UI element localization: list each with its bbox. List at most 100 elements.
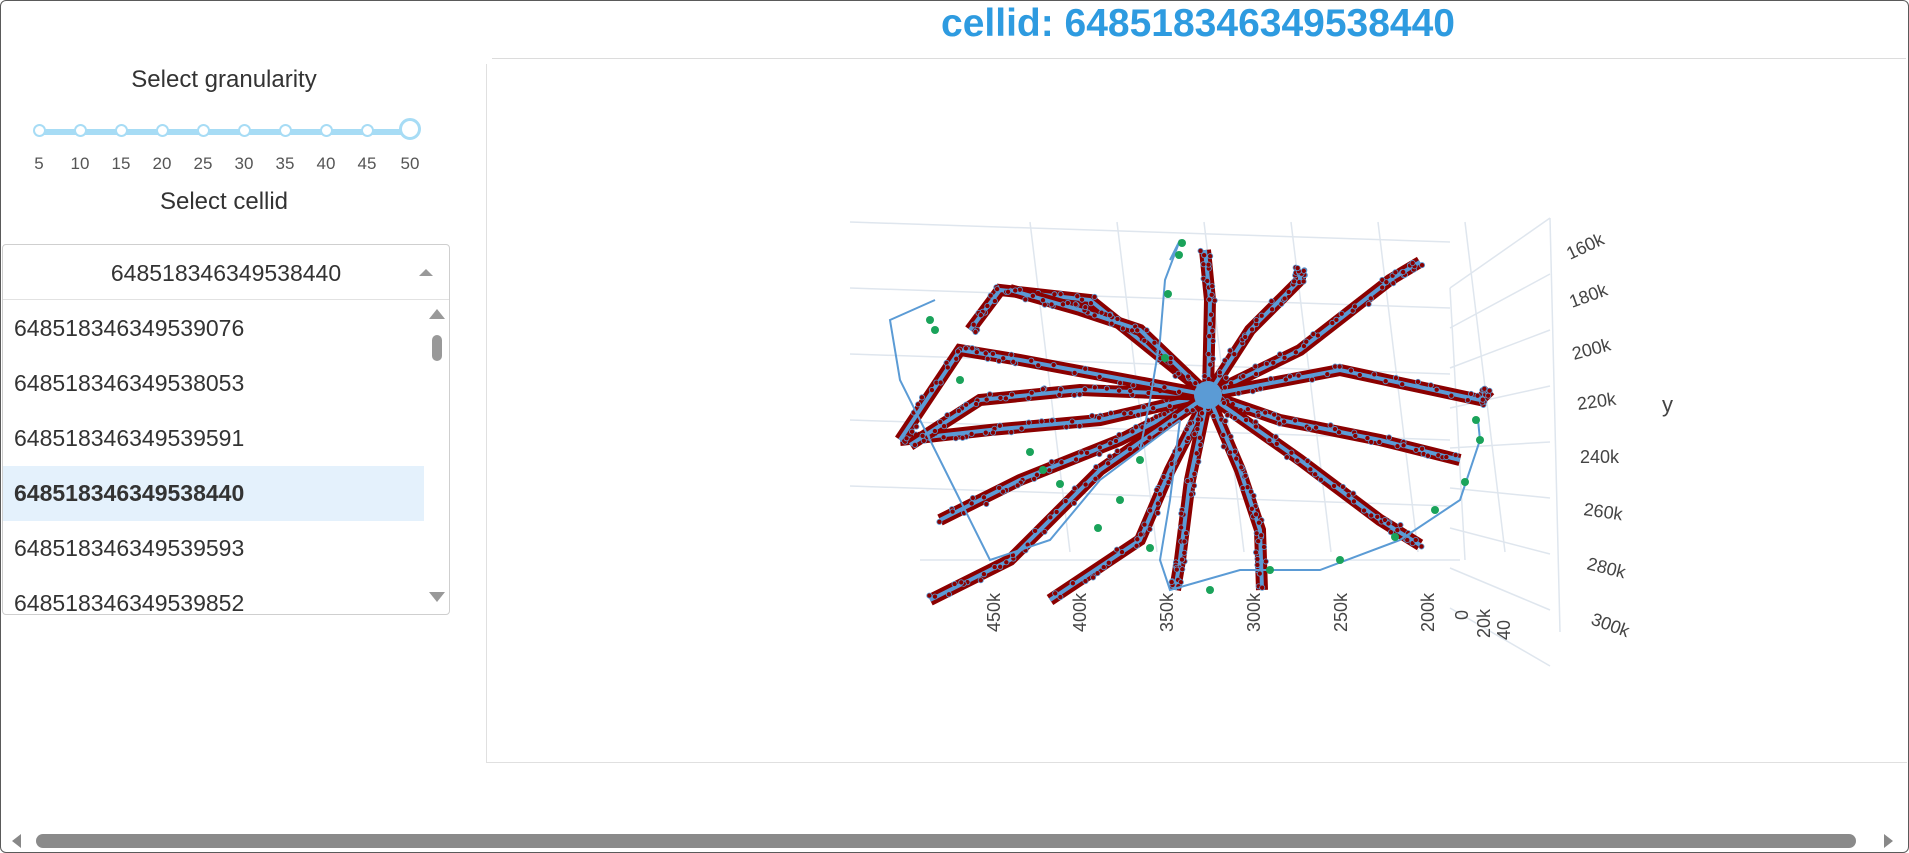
dropdown-option[interactable]: 648518346349539852 [14,590,245,614]
dropdown-option[interactable]: 648518346349539076 [14,315,245,341]
synapse-point [1392,269,1399,276]
synapse-point [1313,424,1320,431]
scroll-thumb[interactable] [432,335,442,361]
divider [492,58,1906,59]
synapse-point [1300,278,1307,285]
synapse-point [1232,448,1239,455]
slider-mark[interactable] [361,124,374,137]
synapse-point [1105,559,1112,566]
synapse-point [996,422,1003,429]
synapse-point [1249,326,1256,333]
synapse-point [959,434,966,441]
slider-mark[interactable] [320,124,333,137]
synapse-point [1150,405,1157,412]
synapse-point [1117,379,1124,386]
synapse-point [1022,296,1029,303]
synapse-point [1205,261,1212,268]
synapse-point [1192,380,1199,387]
synapse-point [1209,337,1216,344]
z-tick-label: 20k [1474,608,1494,638]
synapse-point [984,302,991,309]
synapse-point [1107,440,1114,447]
synapse-point [1069,580,1076,587]
neuron-skeleton [888,239,1495,606]
slider-tick-label: 5 [34,154,44,173]
synapse-point [1419,262,1426,269]
synapse-point [1031,475,1038,482]
slider-handle[interactable] [399,118,421,140]
slider-mark[interactable] [197,124,210,137]
synapse-point [1197,247,1204,254]
synapse-point [1179,566,1186,573]
slider-mark[interactable] [238,124,251,137]
neuron-3d-plot[interactable]: 450k 400k 350k 300k 250k 200k 0 20k 40 1… [487,64,1906,761]
dropdown-option[interactable]: 648518346349539591 [14,425,245,451]
synapse-point [1227,433,1234,440]
slider-track[interactable] [39,129,409,135]
dropdown-option[interactable]: 648518346349538053 [14,370,245,396]
synapse-point [1143,327,1150,334]
slider-mark[interactable] [156,124,169,137]
scroll-down-icon[interactable] [429,592,445,602]
synapse-point [1269,306,1276,313]
synapse-point [1118,549,1125,556]
synapse-point [1276,351,1283,358]
scroll-left-icon[interactable] [12,834,21,848]
page-scroll-thumb[interactable] [36,834,1856,848]
cellid-search-input[interactable]: 648518346349538440 [3,245,449,300]
synapse-point [1424,452,1431,459]
marker-point [1056,480,1064,488]
synapse-point [1200,261,1207,268]
synapse-point [1179,556,1186,563]
synapse-point [1243,416,1250,423]
synapse-point [1368,512,1375,519]
synapse-point [1231,351,1238,358]
synapse-point [919,432,926,439]
synapse-point [1010,358,1017,365]
page-horizontal-scrollbar[interactable] [0,830,1907,850]
slider-tick-label: 45 [357,154,377,173]
synapse-point [949,508,956,515]
synapse-point [1365,301,1372,308]
synapse-point [1253,511,1260,518]
synapse-point [1096,444,1103,451]
synapse-point [1350,498,1357,505]
dropdown-option-selected[interactable]: 648518346349538440 [3,466,424,521]
synapse-point [1103,385,1110,392]
slider-mark[interactable] [33,124,46,137]
synapse-point [1249,388,1256,395]
slider-mark[interactable] [279,124,292,137]
synapse-point [1048,458,1055,465]
synapse-point [1258,312,1265,319]
slider-tick-label: 25 [193,154,213,173]
dropdown-scrollbar[interactable] [424,301,449,614]
slider-mark[interactable] [115,124,128,137]
synapse-point [941,423,948,430]
scroll-right-icon[interactable] [1884,834,1893,848]
synapse-point [1108,320,1115,327]
synapse-point [1227,449,1234,456]
synapse-point [1187,420,1194,427]
synapse-point [1303,338,1310,345]
synapse-point [991,298,998,305]
cellid-dropdown[interactable]: 648518346349538440 648518346349539076 64… [2,244,450,615]
chevron-up-icon[interactable] [419,269,433,276]
synapse-point [1153,413,1160,420]
synapse-point [1257,385,1264,392]
synapse-point [1383,279,1390,286]
synapse-point [968,500,975,507]
synapse-point [1126,446,1133,453]
dropdown-option[interactable]: 648518346349539593 [14,535,245,561]
granularity-slider[interactable] [30,118,421,148]
marker-point [931,326,939,334]
synapse-point [1256,519,1263,526]
synapse-point [1309,376,1316,383]
synapse-point [1261,543,1268,550]
synapse-point [1252,423,1259,430]
synapse-point [1178,524,1185,531]
synapse-point [1419,445,1426,452]
synapse-point [1134,536,1141,543]
slider-mark[interactable] [74,124,87,137]
synapse-point [928,387,935,394]
scroll-up-icon[interactable] [429,309,445,319]
